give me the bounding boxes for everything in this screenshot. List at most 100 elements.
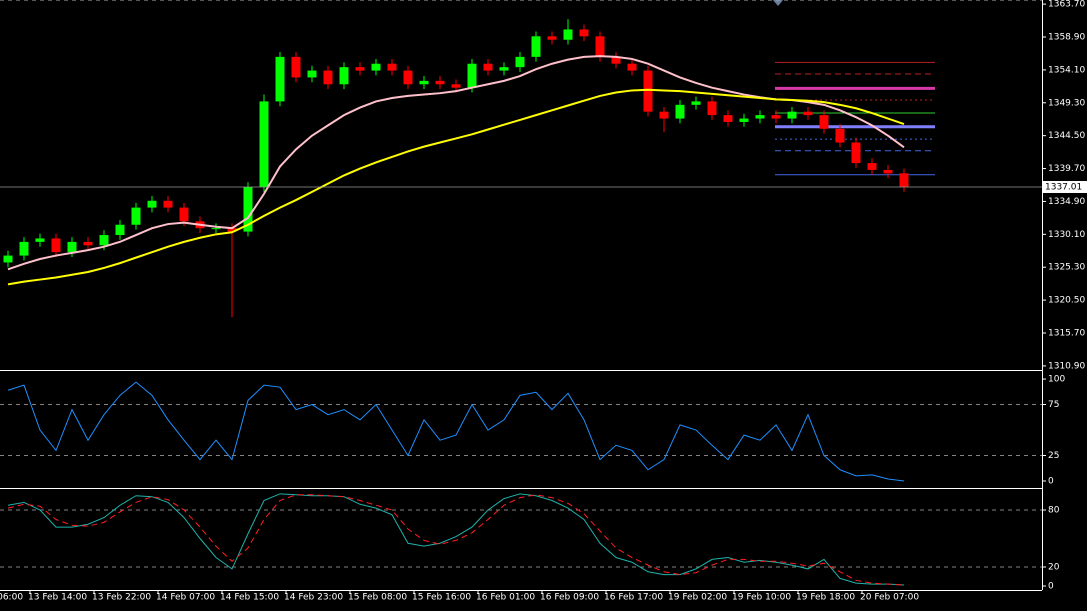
candle-body bbox=[371, 63, 381, 71]
candle-body bbox=[851, 142, 861, 164]
candle-body bbox=[547, 36, 557, 40]
candle-body bbox=[323, 70, 333, 85]
candle-body bbox=[755, 115, 765, 119]
candle-body bbox=[3, 255, 13, 263]
candle-body bbox=[803, 111, 813, 116]
candle-body bbox=[499, 67, 509, 71]
candle-body bbox=[883, 169, 893, 174]
candle-body bbox=[835, 128, 845, 143]
candle-body bbox=[307, 70, 317, 78]
candle-body bbox=[99, 235, 109, 246]
candle-body bbox=[595, 36, 605, 57]
candle-body bbox=[771, 115, 781, 119]
candle-body bbox=[579, 29, 589, 37]
x-tick-label: 19 Feb 18:00 bbox=[796, 593, 855, 603]
candle-body bbox=[259, 101, 269, 188]
candle-body bbox=[291, 56, 301, 78]
candle-body bbox=[483, 63, 493, 71]
y-tick-label: 100 bbox=[1048, 375, 1065, 385]
candle-body bbox=[35, 238, 45, 242]
indicator-line bbox=[7, 494, 905, 586]
candle-body bbox=[339, 67, 349, 85]
x-tick-label: 15 Feb 16:00 bbox=[412, 593, 471, 603]
y-tick-label: 20 bbox=[1048, 563, 1060, 573]
last-price-box bbox=[1043, 180, 1087, 193]
candle-body bbox=[867, 163, 877, 170]
candle-body bbox=[467, 63, 477, 88]
candle-body bbox=[67, 241, 77, 253]
candle-body bbox=[131, 207, 141, 225]
x-tick-label: 20 Feb 07:00 bbox=[860, 593, 919, 603]
candle-body bbox=[51, 238, 61, 253]
candle-body bbox=[115, 224, 125, 236]
y-tick-label: 25 bbox=[1048, 451, 1059, 461]
y-tick-label: 0 bbox=[1048, 476, 1054, 486]
y-tick-label: 1349.30 bbox=[1048, 98, 1085, 108]
candle-body bbox=[723, 115, 733, 122]
candle-body bbox=[227, 228, 237, 232]
x-tick-label: 13 Feb 06:00 bbox=[0, 593, 23, 603]
y-tick-label: 75 bbox=[1048, 400, 1059, 410]
candle-body bbox=[179, 207, 189, 222]
candle-body bbox=[643, 70, 653, 112]
y-tick-label: 1334.90 bbox=[1048, 197, 1085, 207]
candle-body bbox=[659, 111, 669, 119]
candle-body bbox=[899, 173, 909, 188]
y-tick-label: 1354.10 bbox=[1048, 65, 1085, 75]
x-tick-label: 16 Feb 09:00 bbox=[540, 593, 599, 603]
x-tick-label: 19 Feb 02:00 bbox=[668, 593, 727, 603]
candle-body bbox=[275, 56, 285, 102]
candle-body bbox=[403, 70, 413, 85]
candle-body bbox=[627, 63, 637, 71]
candle-body bbox=[691, 101, 701, 105]
x-tick-label: 13 Feb 22:00 bbox=[92, 593, 151, 603]
last-price-label: 1337.01 bbox=[1045, 182, 1082, 192]
candle-body bbox=[707, 101, 717, 116]
y-tick-label: 1310.90 bbox=[1048, 361, 1085, 371]
moving-average bbox=[7, 88, 905, 286]
candle-body bbox=[19, 241, 29, 256]
x-tick-label: 14 Feb 07:00 bbox=[156, 593, 215, 603]
candle-body bbox=[163, 200, 173, 208]
y-tick-label: 1363.70 bbox=[1048, 0, 1085, 10]
candle-body bbox=[83, 241, 93, 246]
x-tick-label: 14 Feb 15:00 bbox=[220, 593, 279, 603]
y-tick-label: 80 bbox=[1048, 505, 1060, 515]
candle-body bbox=[787, 111, 797, 119]
y-tick-label: 1325.30 bbox=[1048, 263, 1085, 273]
candle-body bbox=[355, 67, 365, 71]
candle-body bbox=[147, 200, 157, 208]
candle-body bbox=[435, 80, 445, 85]
indicator-line bbox=[7, 381, 905, 482]
candle-body bbox=[563, 29, 573, 40]
x-tick-label: 14 Feb 23:00 bbox=[284, 593, 343, 603]
y-tick-label: 1315.70 bbox=[1048, 329, 1085, 339]
x-tick-label: 16 Feb 17:00 bbox=[604, 593, 663, 603]
candle-body bbox=[243, 187, 253, 232]
candle-body bbox=[387, 63, 397, 71]
y-tick-label: 1358.90 bbox=[1048, 33, 1085, 43]
candle-body bbox=[515, 56, 525, 68]
moving-average bbox=[7, 55, 905, 271]
y-tick-label: 1320.50 bbox=[1048, 296, 1085, 306]
y-tick-label: 0 bbox=[1048, 582, 1054, 592]
x-tick-label: 16 Feb 01:00 bbox=[476, 593, 535, 603]
candle-body bbox=[451, 84, 461, 88]
x-tick-label: 13 Feb 14:00 bbox=[28, 593, 87, 603]
candle-body bbox=[739, 118, 749, 122]
x-tick-label: 19 Feb 10:00 bbox=[732, 593, 791, 603]
candle-body bbox=[419, 80, 429, 85]
y-tick-label: 1339.70 bbox=[1048, 164, 1085, 174]
candle-body bbox=[611, 56, 621, 64]
y-tick-label: 1344.50 bbox=[1048, 131, 1085, 141]
y-tick-label: 1330.10 bbox=[1048, 230, 1085, 240]
candle-body bbox=[675, 104, 685, 119]
candle-body bbox=[211, 228, 221, 230]
shift-marker bbox=[773, 0, 783, 6]
candle-body bbox=[531, 36, 541, 57]
candle-body bbox=[819, 115, 829, 129]
x-tick-label: 15 Feb 08:00 bbox=[348, 593, 407, 603]
